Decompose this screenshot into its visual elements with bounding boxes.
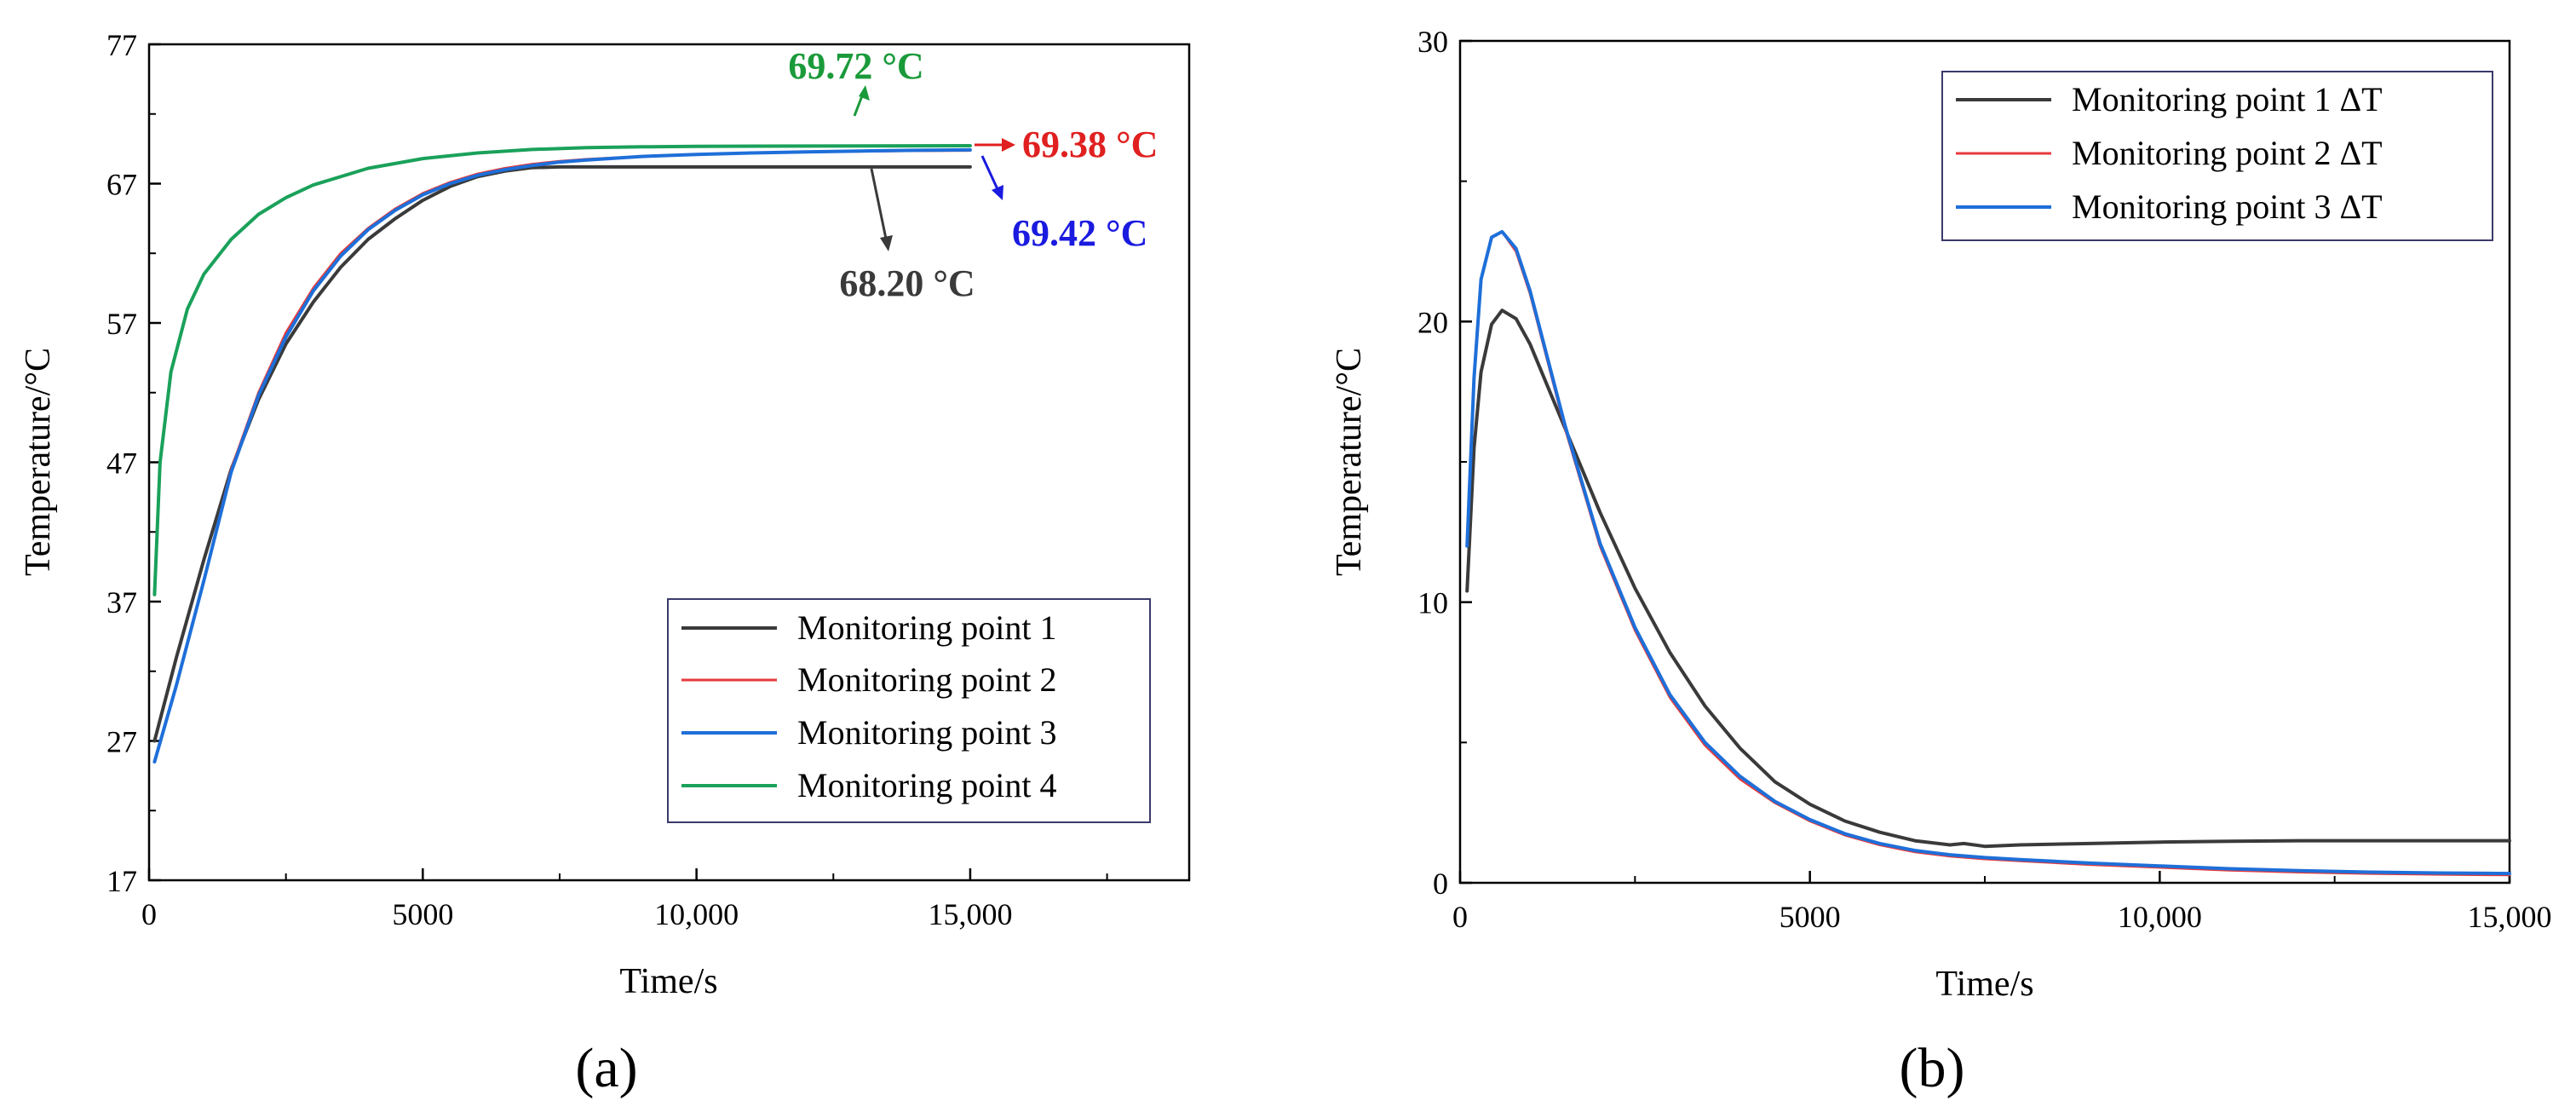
- annotation-point-4: 69.72 °C: [788, 45, 924, 117]
- annotation-point-2-label: 69.38 °C: [1022, 124, 1158, 165]
- x-tick-label-a-0: 0: [141, 897, 157, 931]
- chart-b: 0 5000 10,000 15,000 0 10 20 30 Time/s Tempera…: [1330, 25, 2552, 1099]
- annotation-point-2: 69.38 °C: [975, 124, 1158, 165]
- y-tick-label-a-1: 27: [106, 725, 137, 759]
- legend-a: Monitoring point 1 Monitoring point 2 Mo…: [667, 598, 1151, 823]
- legend-label-a-1: Monitoring point 1: [797, 608, 1056, 647]
- series-group-a: [152, 144, 972, 764]
- legend-label-a-4: Monitoring point 4: [797, 766, 1056, 804]
- x-tick-label-a-3: 15,000: [928, 897, 1012, 931]
- axis-ticks-b: [1458, 39, 2511, 885]
- panel-label-a: (a): [575, 1037, 637, 1099]
- y-tick-label-b-2: 20: [1417, 305, 1448, 339]
- y-tick-label-b-1: 10: [1417, 586, 1448, 620]
- legend-b: Monitoring point 1 ΔT Monitoring point 2…: [1941, 71, 2493, 241]
- x-tick-label-b-1: 5000: [1780, 900, 1841, 934]
- annotation-point-1-label: 68.20 °C: [839, 262, 975, 304]
- x-tick-labels-a: 0 5000 10,000 15,000: [141, 897, 1012, 931]
- legend-label-b-2: Monitoring point 2 ΔT: [2072, 134, 2383, 172]
- y-tick-label-a-5: 67: [106, 168, 137, 202]
- x-axis-label-a: Time/s: [619, 962, 717, 1001]
- series-line-a-3: [152, 147, 972, 764]
- x-tick-label-b-2: 10,000: [2118, 900, 2202, 934]
- legend-label-a-3: Monitoring point 3: [797, 713, 1056, 752]
- y-axis-label-b: Temperature/°C: [1330, 348, 1369, 576]
- series-line-a-4: [152, 144, 972, 596]
- x-tick-label-b-0: 0: [1452, 900, 1468, 934]
- axis-ticks-a: [147, 43, 1108, 882]
- legend-label-a-2: Monitoring point 2: [797, 660, 1056, 699]
- y-tick-labels-b: 0 10 20 30: [1417, 25, 1448, 901]
- series-group-b: [1465, 229, 2511, 877]
- y-tick-label-b-3: 30: [1417, 25, 1448, 59]
- annotation-point-1: 68.20 °C: [839, 168, 975, 304]
- y-tick-label-a-4: 57: [106, 307, 137, 341]
- y-tick-label-a-0: 17: [106, 864, 137, 898]
- y-tick-labels-a: 17 27 37 47 57 67 77: [106, 28, 137, 898]
- series-line-b-2: [1465, 230, 2511, 877]
- annotation-point-3: 69.42 °C: [980, 155, 1147, 254]
- y-tick-label-a-2: 37: [106, 585, 137, 620]
- y-tick-label-a-6: 77: [106, 28, 137, 62]
- series-line-b-1: [1465, 308, 2511, 849]
- x-tick-labels-b: 0 5000 10,000 15,000: [1452, 900, 2552, 934]
- annotation-point-3-label: 69.42 °C: [1012, 212, 1147, 254]
- x-tick-label-b-3: 15,000: [2468, 900, 2552, 934]
- series-line-b-3: [1465, 229, 2511, 876]
- x-axis-label-b: Time/s: [1935, 965, 2033, 1004]
- y-tick-label-a-3: 47: [106, 447, 137, 481]
- y-axis-label-a: Temperature/°C: [19, 348, 58, 576]
- x-tick-label-a-2: 10,000: [654, 897, 739, 931]
- legend-label-b-3: Monitoring point 3 ΔT: [2072, 187, 2383, 226]
- y-tick-label-b-0: 0: [1433, 867, 1448, 901]
- x-tick-label-a-1: 5000: [392, 897, 453, 931]
- annotation-point-4-label: 69.72 °C: [788, 45, 923, 87]
- panel-label-b: (b): [1900, 1037, 1965, 1099]
- legend-label-b-1: Monitoring point 1 ΔT: [2072, 80, 2383, 118]
